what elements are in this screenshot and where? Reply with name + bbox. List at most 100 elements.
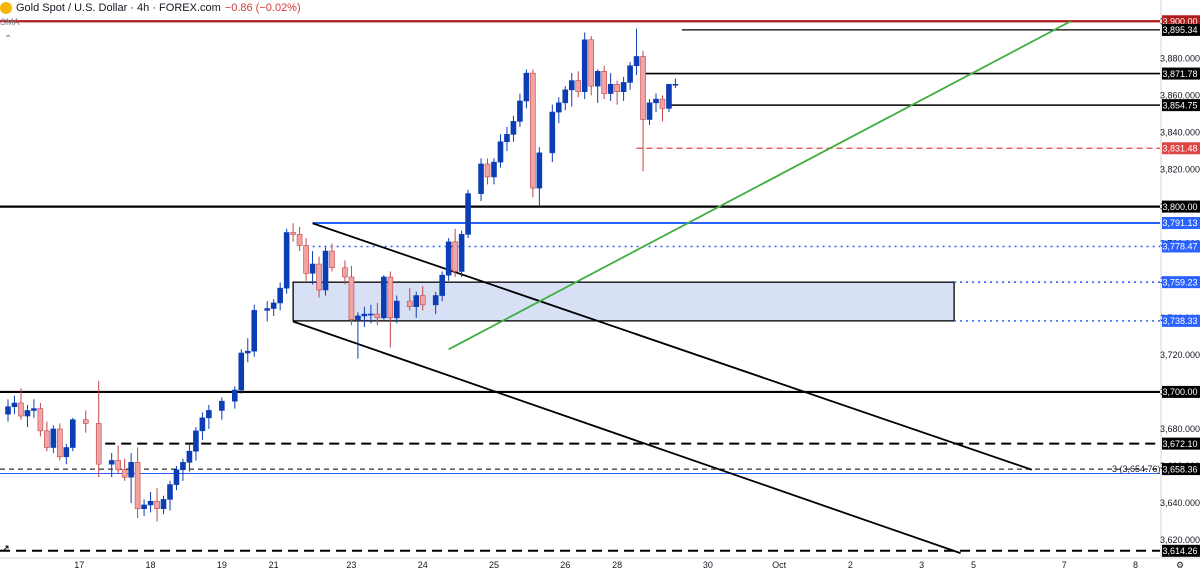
price-tag-background	[1162, 67, 1200, 80]
time-tick-label: 2	[848, 560, 853, 570]
candle-body	[640, 56, 646, 120]
candle-body	[270, 302, 277, 309]
time-tick-label: 30	[703, 560, 713, 570]
candle-body	[393, 300, 400, 319]
candle-body	[614, 83, 620, 92]
price-tag-label: 3,854.75	[1162, 100, 1197, 110]
candle-body	[70, 419, 76, 448]
chevron-up-icon[interactable]: ⌃	[4, 34, 13, 45]
candle-body	[368, 313, 374, 316]
trendline	[448, 20, 1072, 351]
candle-body	[193, 430, 199, 452]
candle-body	[523, 72, 530, 102]
candle-body	[406, 300, 413, 307]
time-tick-label: 18	[146, 560, 156, 570]
price-tag-label: 3,759.23	[1162, 277, 1197, 287]
price-tick-label: 3,880.000	[1160, 53, 1200, 63]
candle-body	[37, 408, 44, 432]
gold-symbol-icon	[0, 2, 12, 14]
candle-body	[134, 462, 141, 509]
price-tag-label: 3,672.10	[1162, 439, 1197, 449]
time-tick-label: 7	[1062, 560, 1067, 570]
candle-body	[342, 267, 348, 278]
candle-body	[232, 389, 238, 402]
price-tick-label: 3,840.000	[1160, 127, 1200, 137]
candle-body	[620, 82, 627, 92]
time-tick-label: 17	[74, 560, 84, 570]
candle-body	[115, 460, 121, 471]
candle-body	[588, 39, 595, 87]
candle-body	[108, 460, 115, 465]
price-tag-background	[1162, 437, 1200, 450]
candle-body	[478, 163, 484, 194]
candle-body	[568, 80, 575, 91]
candle-body	[458, 234, 465, 272]
candle-body	[57, 428, 63, 458]
candle-body	[452, 241, 458, 272]
candle-body	[536, 152, 543, 189]
candle-body	[381, 276, 387, 319]
candle-body	[549, 111, 556, 154]
price-tag-background	[1162, 200, 1200, 213]
time-tick-label: 5	[971, 560, 976, 570]
candle-body	[141, 504, 147, 509]
candle-body	[63, 447, 70, 458]
annotation-label: 3 (3,654.76)	[1112, 464, 1161, 474]
price-tick-label: 3,820.000	[1160, 165, 1200, 175]
candle-body	[484, 163, 491, 178]
candle-body	[465, 193, 471, 235]
time-tick-label: 3	[919, 560, 924, 570]
price-tag-label: 3,778.47	[1162, 242, 1197, 252]
price-tag-background	[1162, 217, 1200, 230]
indicator-label[interactable]: SMA	[0, 17, 20, 27]
time-tick-label: 21	[269, 560, 279, 570]
candle-body	[432, 295, 439, 306]
candle-body	[517, 100, 523, 122]
candle-body	[251, 310, 258, 352]
price-tags-layer: 3,900.003,895.34 3,871.78 3,854.75 3,831.48…	[1112, 15, 1200, 557]
trendlines-layer	[292, 20, 1072, 554]
candle-body	[530, 72, 536, 189]
candle-body	[497, 141, 504, 163]
candles-layer	[5, 28, 679, 522]
candle-body	[646, 102, 653, 120]
candle-body	[309, 263, 316, 274]
candle-body	[121, 469, 128, 478]
candle-body	[361, 313, 368, 317]
candle-body	[128, 462, 134, 478]
candle-body	[666, 83, 672, 109]
candle-body	[555, 102, 562, 113]
price-change: −0.86 (−0.02%)	[224, 2, 301, 14]
trendline	[312, 222, 1033, 471]
candle-body	[510, 121, 517, 135]
candle-body	[601, 71, 607, 94]
chart-legend[interactable]: Gold Spot / U.S. Dollar · 4h · FOREX.com…	[0, 0, 305, 16]
price-tag-label: 3,900.00	[1162, 16, 1197, 26]
candle-body	[387, 276, 394, 319]
candle-body	[653, 98, 659, 104]
candle-body	[277, 287, 283, 304]
candle-body	[24, 410, 31, 417]
candle-body	[413, 295, 420, 307]
candle-body	[50, 428, 57, 448]
candle-body	[206, 410, 212, 419]
candle-body	[439, 274, 445, 296]
price-tag-background	[1162, 99, 1200, 112]
candle-body	[322, 250, 329, 291]
candle-body	[173, 469, 180, 485]
settings-gear-icon: ⚙	[1176, 560, 1184, 570]
symbol-title: Gold Spot / U.S. Dollar · 4h · FOREX.com	[16, 2, 221, 14]
candle-body	[154, 500, 160, 509]
price-tag-background	[1162, 463, 1200, 476]
candle-body	[672, 83, 679, 86]
price-tag-label: 3,738.33	[1162, 316, 1197, 326]
price-tick-label: 3,640.000	[1160, 498, 1200, 508]
candle-body	[180, 462, 186, 471]
price-tag-label: 3,614.26	[1162, 546, 1197, 556]
candle-body	[374, 313, 381, 319]
candle-body	[659, 98, 666, 109]
time-tick-label: 25	[489, 560, 499, 570]
time-axis-layer: 17 18 19 21 23 24 25 26 28 30 Oct 2 3 5 7 8↗⚙	[0, 543, 1200, 570]
trendline	[292, 320, 961, 554]
candle-body	[296, 234, 303, 246]
